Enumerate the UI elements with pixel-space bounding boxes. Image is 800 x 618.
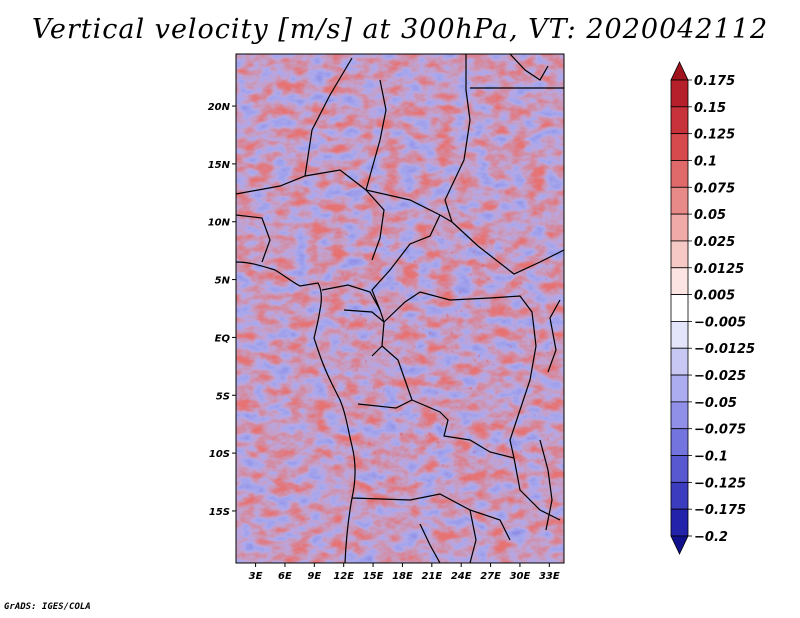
- lat-label: 15N: [208, 160, 231, 171]
- lat-label: 20N: [208, 102, 231, 113]
- colorbar-box: [670, 455, 689, 483]
- colorbar: 0.175 0.15 0.125 0.1 0.075 0.05 0.025 0.0125 0.0…: [670, 61, 755, 555]
- lon-label: 27E: [480, 571, 501, 582]
- colorbar-label: 0.0125: [694, 262, 744, 277]
- colorbar-box: [670, 267, 689, 295]
- colorbar-label: 0.075: [694, 181, 735, 196]
- colorbar-box: [670, 106, 689, 135]
- map-frame: [235, 53, 565, 564]
- colorbar-label: −0.1: [694, 450, 728, 465]
- lat-label: 10S: [209, 449, 230, 460]
- colorbar-box: [670, 508, 689, 537]
- colorbar-label: 0.05: [694, 208, 726, 223]
- colorbar-box: [670, 79, 689, 108]
- grads-credit: GrADS: IGES/COLA: [4, 602, 91, 612]
- lon-label: 24E: [451, 571, 472, 582]
- colorbar-box: [670, 186, 689, 215]
- colorbar-box: [670, 294, 689, 322]
- lon-label: 21E: [421, 571, 442, 582]
- colorbar-box: [670, 240, 689, 269]
- colorbar-label: −0.0125: [694, 342, 755, 357]
- country-boundaries: [236, 54, 564, 563]
- colorbar-label: −0.2: [694, 530, 728, 545]
- lon-label: 30E: [510, 571, 531, 582]
- colorbar-bottom-triangle: [670, 535, 689, 555]
- lat-label: 15S: [209, 507, 230, 518]
- lon-label: 15E: [363, 571, 384, 582]
- colorbar-label: 0.15: [694, 101, 726, 116]
- lon-label: 3E: [249, 571, 263, 582]
- lon-label: 6E: [278, 571, 292, 582]
- colorbar-label: 0.025: [694, 235, 735, 250]
- colorbar-top-triangle: [670, 61, 689, 81]
- colorbar-box: [670, 160, 689, 188]
- colorbar-label: −0.125: [694, 476, 746, 491]
- latitude-axis: 20N 15N 10N 5N EQ 5S 10S 15S: [208, 102, 236, 518]
- lat-label: EQ: [215, 333, 231, 344]
- colorbar-box: [670, 481, 689, 510]
- map-title: Vertical velocity [m/s] at 300hPa, VT: 2…: [31, 14, 769, 45]
- lon-label: 9E: [307, 571, 321, 582]
- colorbar-box: [670, 401, 689, 430]
- colorbar-label: −0.175: [694, 503, 746, 518]
- lon-label: 33E: [539, 571, 560, 582]
- colorbar-label: 0.005: [694, 289, 735, 304]
- colorbar-box: [670, 347, 689, 376]
- colorbar-label: 0.125: [694, 128, 735, 143]
- colorbar-label: −0.025: [694, 369, 746, 384]
- longitude-axis: 3E 6E 9E 12E 15E 18E 21E 24E 27E 30E 33E: [249, 563, 560, 582]
- colorbar-label: −0.075: [694, 423, 746, 438]
- colorbar-box: [670, 374, 689, 403]
- lat-label: 10N: [208, 218, 231, 229]
- colorbar-box: [670, 428, 689, 456]
- lat-label: 5S: [216, 391, 230, 402]
- lon-label: 12E: [333, 571, 354, 582]
- vertical-velocity-field: [236, 54, 564, 563]
- colorbar-box: [670, 213, 689, 242]
- lat-label: 5N: [215, 276, 231, 287]
- colorbar-label: 0.1: [694, 154, 717, 169]
- lon-label: 18E: [392, 571, 413, 582]
- colorbar-box: [670, 133, 689, 161]
- colorbar-label: −0.005: [694, 315, 746, 330]
- colorbar-label: −0.05: [694, 396, 737, 411]
- colorbar-box: [670, 321, 689, 349]
- colorbar-label: 0.175: [694, 74, 735, 89]
